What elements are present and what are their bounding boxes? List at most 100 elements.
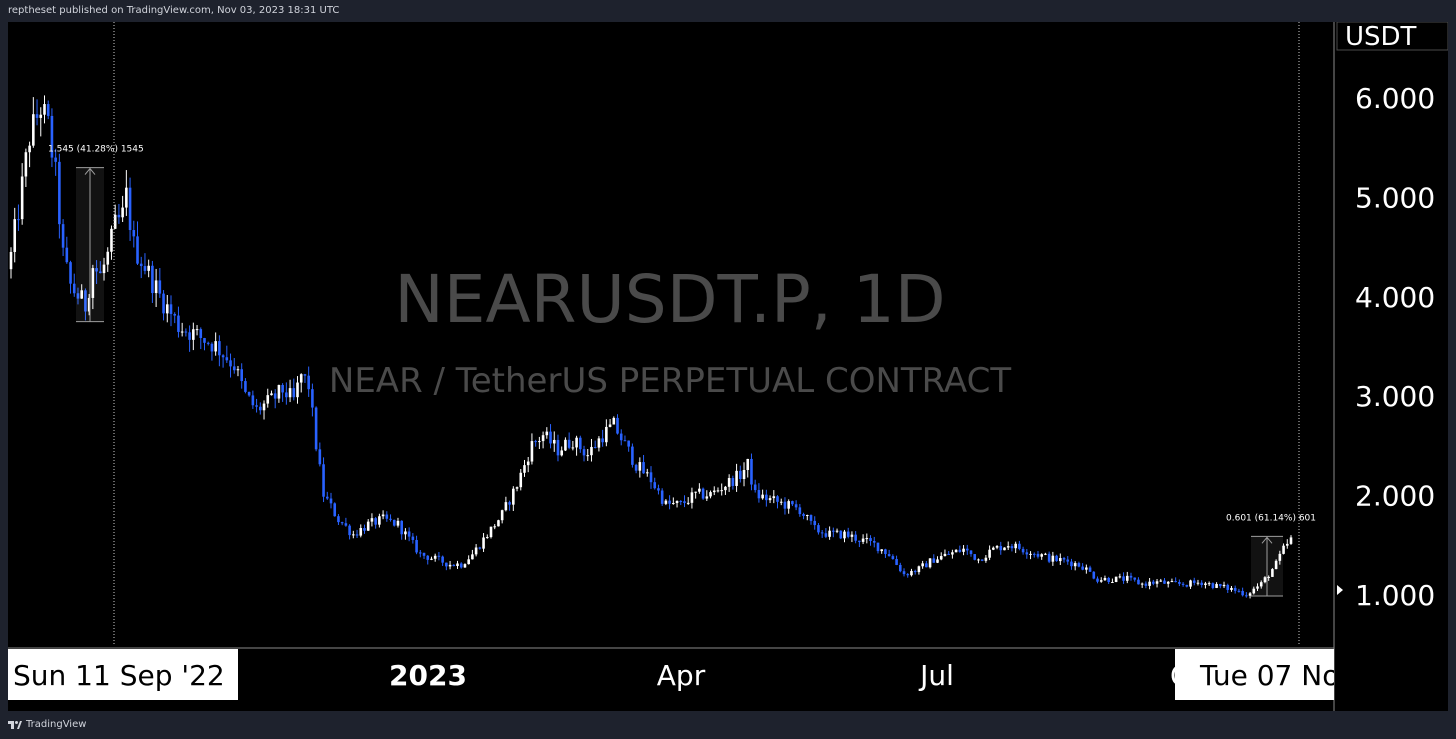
candle [359,524,363,538]
candle-body [69,262,72,284]
candle-body [772,496,776,499]
candle-body [1118,576,1122,578]
candle [705,490,709,501]
candle [1092,571,1096,580]
chart-svg[interactable]: NEARUSDT.P, 1D NEAR / TetherUS PERPETUAL… [8,22,1448,711]
candle [809,514,813,525]
candle [664,499,668,506]
candle [861,534,865,545]
candle [586,449,590,461]
candle [601,429,604,447]
candle [1181,582,1185,587]
currency-label-box[interactable] [1336,22,1448,51]
candle [404,528,407,540]
candle [1099,577,1103,583]
candle [1166,581,1170,588]
candle-body [779,501,783,503]
candle [325,491,329,500]
measurement[interactable]: 1.545 (41.28%) 1545 [48,145,144,323]
candle [992,546,995,551]
candle [1021,546,1025,555]
candle-body [690,492,694,503]
candle-body [139,263,143,267]
candle-body [337,516,340,523]
price-axis[interactable]: USDT 6.000 5.000 4.000 3.000 2.000 1.000 [1333,22,1448,711]
candle [1271,568,1274,577]
candle-body [880,549,883,552]
candle [1103,575,1107,581]
candle [712,486,716,496]
tradingview-logo[interactable]: TradingView [8,719,86,730]
candle [824,528,828,539]
candle [240,363,243,389]
candle [794,500,798,511]
candle-body [99,271,102,274]
candle-body [556,439,560,456]
candle-body [657,488,660,491]
candle [1248,592,1252,599]
candle [1055,554,1058,562]
candle-body [415,539,418,553]
candle-body [1274,560,1278,570]
candle [1278,550,1282,565]
candle [951,549,954,559]
candle [605,419,608,447]
candle [571,440,575,451]
candle [1077,561,1081,568]
candle-body [210,343,214,352]
candle-body [988,549,991,558]
candle-body [1185,584,1189,587]
candle-body [1192,580,1196,583]
candle [887,549,891,557]
candle [884,548,887,558]
candle [169,295,173,327]
candle [995,545,999,550]
candle [400,520,403,540]
candle [24,148,28,187]
candle [1204,581,1207,589]
candle [266,388,270,408]
candle [1062,556,1066,563]
candle-body [750,458,753,485]
candle [281,383,284,402]
candle [523,459,526,477]
candle-body [296,382,299,398]
candle [876,542,880,554]
candle-body [206,342,210,344]
candle-body [311,389,314,408]
candle-body [95,268,98,272]
candle-body [1125,575,1129,581]
candle [839,530,843,540]
candle [560,446,563,457]
candle-body [1271,569,1274,577]
candle [1163,578,1166,584]
candle [683,495,686,508]
candle [977,558,980,564]
candle-body [1081,566,1084,570]
candle [634,463,638,474]
candle-body [995,545,999,548]
candle-body [110,228,113,252]
candle-body [392,519,396,526]
candle-body [701,488,705,499]
candle [623,435,627,442]
candle-body [675,501,679,504]
candle-body [575,437,578,448]
candle-body [389,518,392,520]
measurement[interactable]: 0.601 (61.14%) 601 [1226,513,1316,597]
candle [392,519,396,527]
candle-body [783,501,787,509]
candle [299,373,303,393]
candle [899,562,902,573]
candle-body [820,532,824,534]
candle-body [478,547,482,549]
crosshair-date-box-right [1175,649,1334,700]
candle [813,516,817,530]
candle [95,260,98,284]
candle-body [72,283,76,294]
candle [690,487,694,509]
chart-area[interactable]: NEARUSDT.P, 1D NEAR / TetherUS PERPETUAL… [8,22,1448,711]
candle-body [1256,586,1259,589]
candle [1025,549,1029,559]
